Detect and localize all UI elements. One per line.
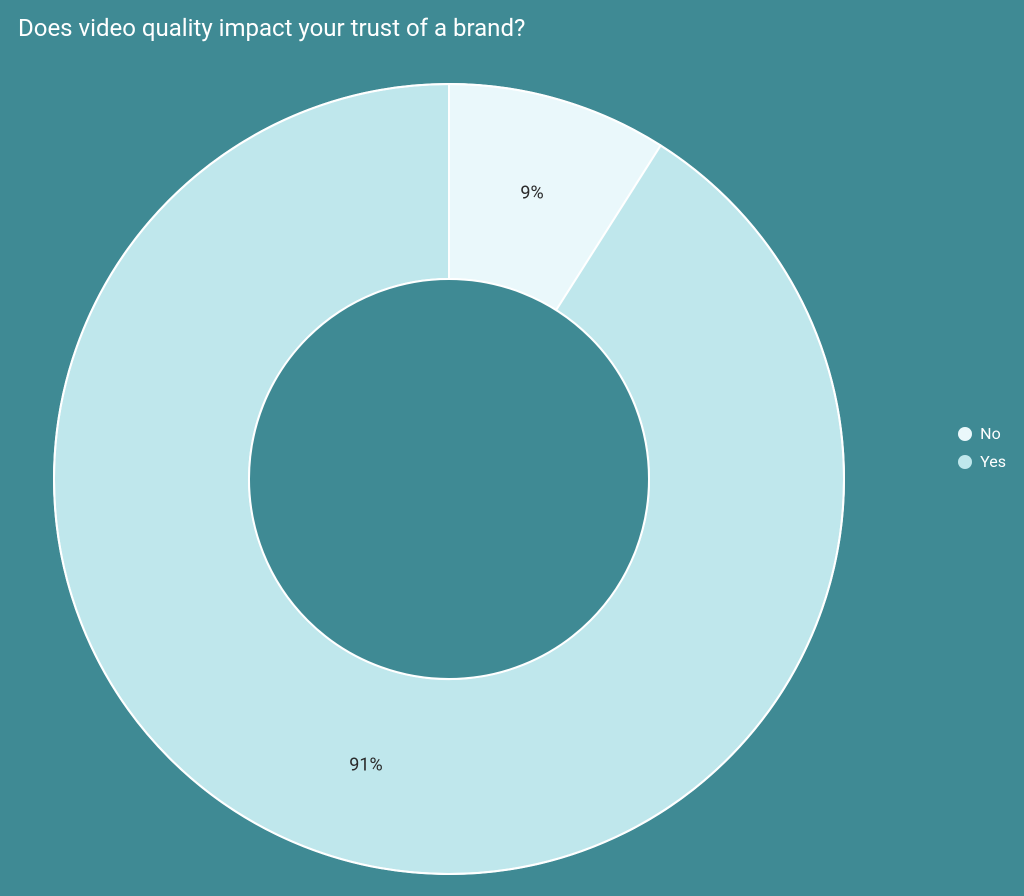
donut-wrap: 9% 91% <box>50 80 848 882</box>
legend-swatch-yes <box>958 455 972 469</box>
legend: No Yes <box>958 426 1006 470</box>
donut-chart: Does video quality impact your trust of … <box>0 0 1024 896</box>
legend-item-no: No <box>958 426 1006 442</box>
legend-label-no: No <box>980 426 1001 442</box>
donut-svg <box>50 80 848 878</box>
legend-swatch-no <box>958 427 972 441</box>
donut-hole <box>249 279 649 679</box>
legend-label-yes: Yes <box>980 454 1006 470</box>
slice-label-yes: 91% <box>349 754 382 775</box>
slice-label-no: 9% <box>520 183 543 204</box>
chart-title: Does video quality impact your trust of … <box>18 14 525 42</box>
legend-item-yes: Yes <box>958 454 1006 470</box>
